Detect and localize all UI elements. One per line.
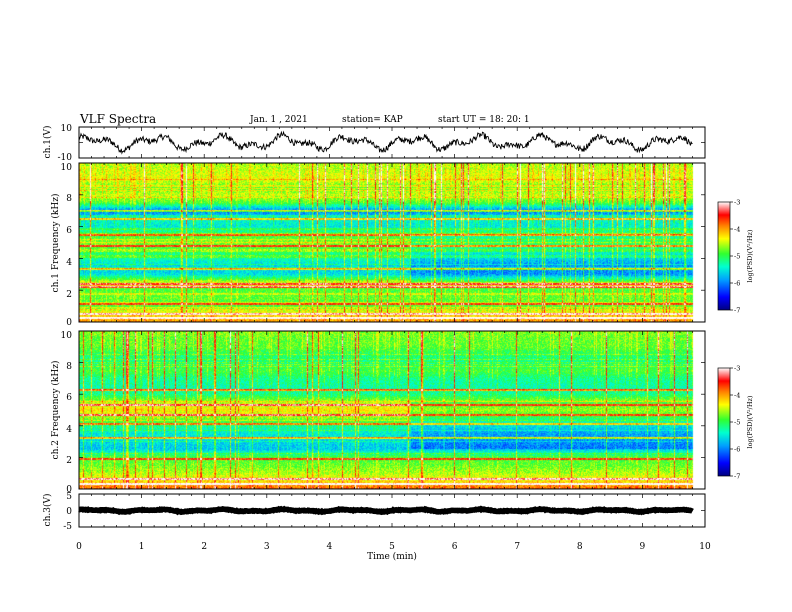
ch2-cb-tick-m7: -7 [734, 473, 740, 481]
xtick-1: 1 [139, 542, 145, 552]
ch2-ytick-6: 6 [66, 393, 72, 403]
x-axis: 0 1 2 3 4 5 6 7 8 9 10 Time (min) [76, 542, 711, 562]
ch1-cb-tick-m3: -3 [734, 199, 740, 207]
ch2-ytick-2: 2 [66, 456, 72, 466]
ch1-waveform-panel: 10 -10 ch.1(V) [42, 124, 706, 163]
ch1-ytick-8: 8 [66, 194, 72, 204]
ch2-spectrogram-ylabel: ch.2 Frequency (kHz) [50, 361, 61, 460]
ch1-ytick-2: 2 [66, 290, 72, 300]
ch1-spectrogram-ticks [78, 163, 706, 322]
ch1-waveform-ytick-bottom: -10 [58, 153, 73, 163]
start-ut-label: start UT = 18: 20: 1 [438, 115, 530, 125]
xtick-7: 7 [514, 542, 520, 552]
ch1-ytick-0: 0 [66, 318, 72, 328]
ch3-ytick-neg5: -5 [63, 522, 72, 532]
ch3-waveform-ylabel: ch.3(V) [42, 494, 53, 527]
ch2-cb-tick-m6: -6 [734, 446, 740, 454]
ch2-ytick-8: 8 [66, 362, 72, 372]
ch2-ytick-0: 0 [66, 485, 72, 495]
ch1-spectrogram-image [79, 163, 705, 322]
ch3-waveform-ticks [78, 494, 706, 527]
ch1-cb-tick-m4: -4 [734, 226, 740, 234]
xtick-9: 9 [640, 542, 646, 552]
ch1-ytick-4: 4 [66, 258, 72, 268]
ch1-colorbar-gradient [717, 201, 731, 311]
ch2-cb-tick-m5: -5 [734, 419, 740, 427]
ch1-ytick-6: 6 [66, 226, 72, 236]
ch1-cb-tick-m7: -7 [734, 307, 740, 315]
ch2-spectrogram-ticks [78, 331, 706, 489]
ch3-waveform-panel: 5 0 -5 ch.3(V) [42, 492, 706, 532]
ch1-colorbar-label: log(PSD)(V²/Hz) [746, 229, 754, 282]
ch2-spectrogram-image [79, 331, 705, 489]
ch2-ytick-10: 10 [61, 331, 73, 341]
xtick-10: 10 [699, 542, 711, 552]
ch2-colorbar: -3 -4 -5 -6 -7 log(PSD)(V²/Hz) [717, 365, 754, 481]
ch2-cb-tick-m3: -3 [734, 365, 740, 373]
ch2-colorbar-label: log(PSD)(V²/Hz) [746, 395, 754, 448]
ch3-ytick-0: 0 [66, 507, 72, 517]
ch3-waveform-line [78, 505, 694, 516]
ch2-ytick-4: 4 [66, 425, 72, 435]
xtick-5: 5 [389, 542, 395, 552]
figure-title: VLF Spectra [79, 112, 156, 126]
ch2-colorbar-gradient [717, 367, 731, 477]
xtick-3: 3 [264, 542, 270, 552]
ch2-cb-tick-m4: -4 [734, 392, 740, 400]
xtick-6: 6 [452, 542, 458, 552]
ch1-waveform-line [78, 130, 693, 155]
date-label: Jan. 1 , 2021 [249, 115, 308, 125]
ch1-waveform-ticks [78, 127, 706, 158]
ch1-waveform-ylabel: ch.1(V) [42, 126, 53, 159]
xtick-0: 0 [76, 542, 82, 552]
ch1-cb-tick-m5: -5 [734, 253, 740, 261]
ch1-spectrogram-ylabel: ch.1 Frequency (kHz) [50, 194, 61, 293]
ch3-ytick-5: 5 [66, 492, 72, 502]
ch1-cb-tick-m6: -6 [734, 280, 740, 288]
station-label: station= KAP [342, 115, 403, 125]
ch1-spectrogram-panel: 10 8 6 4 2 0 ch.1 Frequency (kHz) [50, 162, 706, 328]
x-axis-label: Time (min) [367, 551, 417, 562]
xtick-2: 2 [201, 542, 207, 552]
ch1-colorbar: -3 -4 -5 -6 -7 log(PSD)(V²/Hz) [717, 199, 754, 315]
xtick-4: 4 [327, 542, 333, 552]
xtick-8: 8 [577, 542, 583, 552]
ch1-waveform-ytick-top: 10 [61, 124, 73, 134]
ch2-spectrogram-panel: 10 8 6 4 2 0 ch.2 Frequency (kHz) [50, 330, 706, 495]
ch1-ytick-10: 10 [61, 163, 73, 173]
